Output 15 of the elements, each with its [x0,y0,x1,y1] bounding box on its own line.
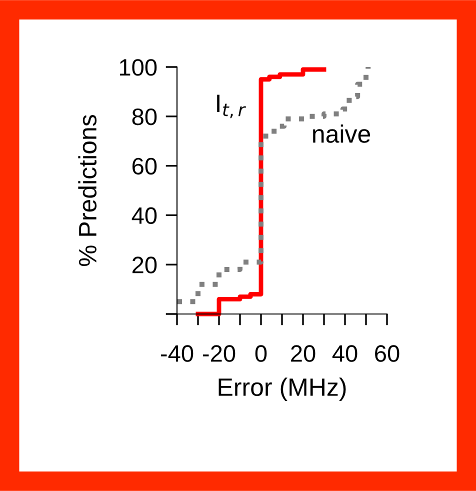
y-tick-label: 20 [132,256,157,274]
y-tick-label: 60 [132,158,157,175]
y-axis-title: % Predictions [78,114,97,266]
series-label: I$_{t,r}$ [217,94,246,118]
x-axis-title: Error (MHz) [218,378,346,401]
series-label: naive [313,124,370,143]
x-tick-label: 20 [291,345,316,362]
x-tick-label: 40 [332,345,358,362]
x-tick-label: 60 [375,345,400,362]
x-tick-label: -20 [202,345,236,362]
y-tick-label: 100 [120,59,157,76]
y-tick-label: 40 [132,207,157,224]
x-tick-label: 0 [255,345,267,362]
y-tick-label: 80 [132,108,157,126]
x-tick-label: -40 [160,345,194,362]
